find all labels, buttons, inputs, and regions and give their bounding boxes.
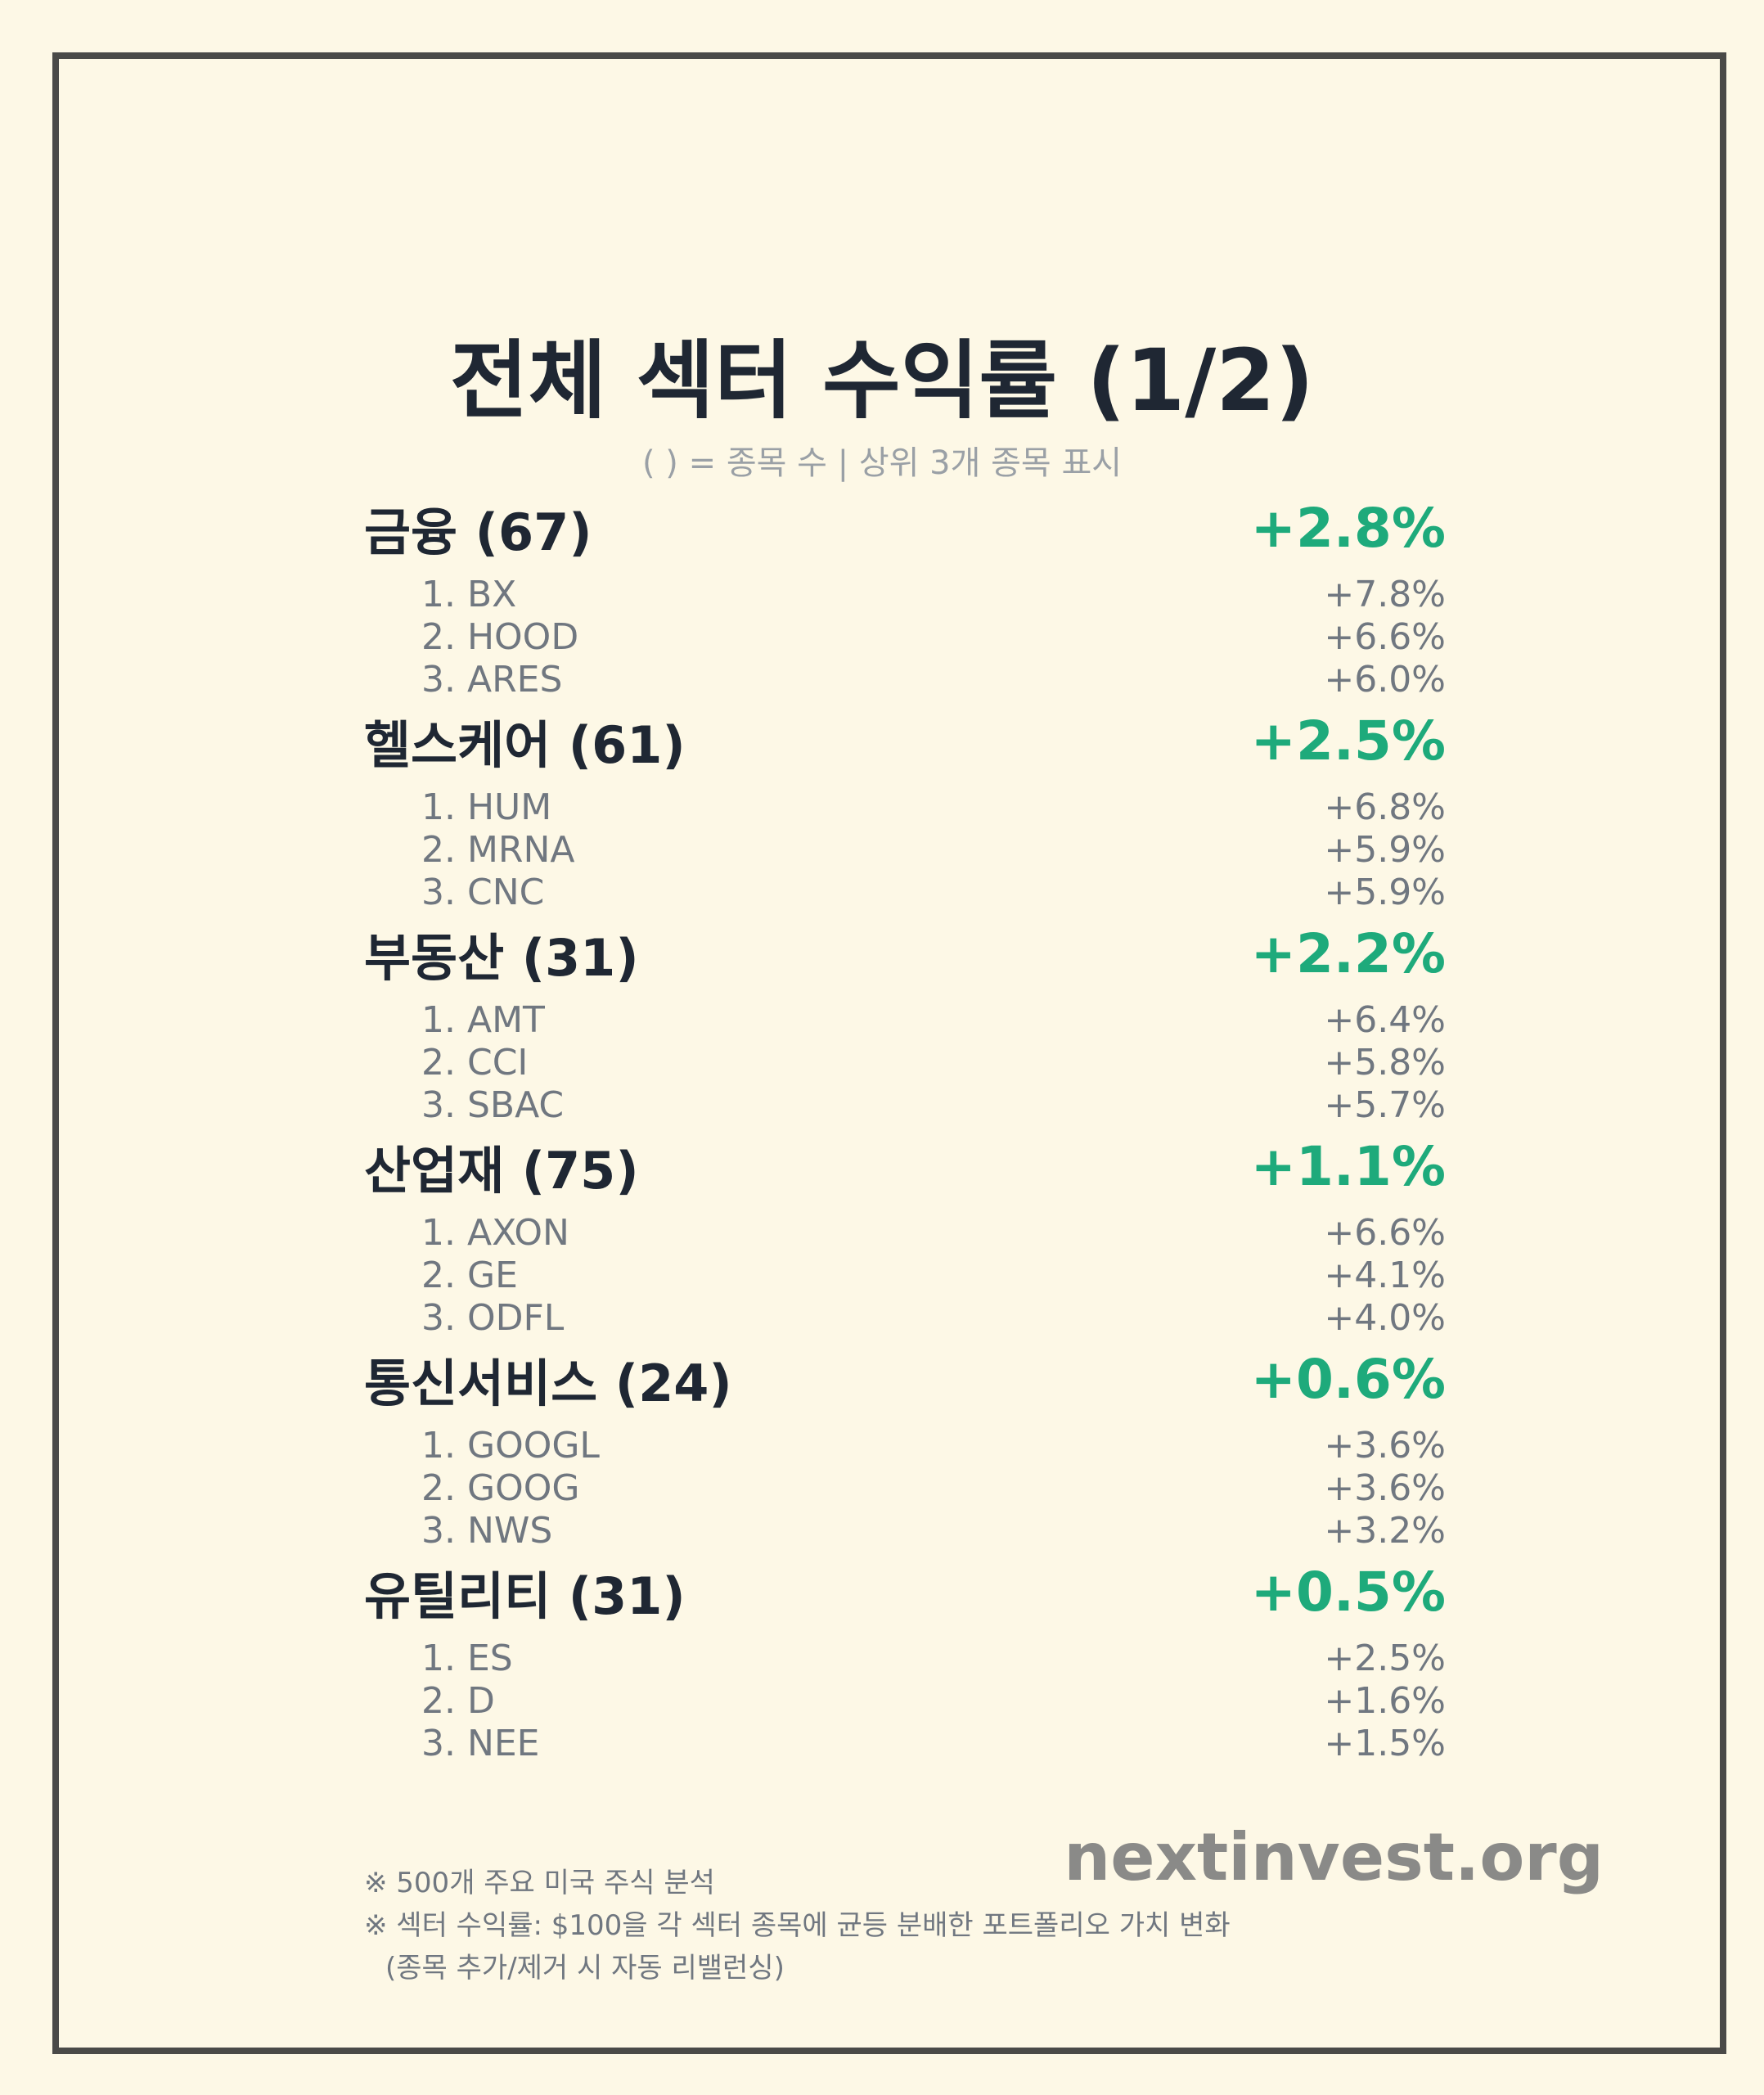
stock-row: 1. HUM +6.8%	[364, 786, 1446, 828]
stock-return: +6.6%	[1324, 1211, 1446, 1254]
page-title: 전체 섹터 수익률 (1/2)	[449, 331, 1315, 430]
sector-header: 산업재 (75) +1.1%	[364, 1121, 1446, 1211]
stock-row: 2. HOOD +6.6%	[364, 615, 1446, 658]
stock-row: 3. NWS +3.2%	[364, 1509, 1446, 1552]
stock-name: 2. D	[421, 1679, 495, 1722]
sector-header: 부동산 (31) +2.2%	[364, 908, 1446, 998]
sector-name: 헬스케어 (61)	[364, 715, 686, 775]
stock-name: 2. GE	[421, 1254, 518, 1296]
sector-return: +0.5%	[1250, 1560, 1446, 1624]
stock-name: 3. NWS	[421, 1509, 553, 1552]
stock-name: 2. MRNA	[421, 828, 575, 871]
stock-name: 1. BX	[421, 573, 517, 615]
sector-name: 산업재 (75)	[364, 1141, 639, 1201]
stock-row: 3. SBAC +5.7%	[364, 1084, 1446, 1126]
stock-row: 1. GOOGL +3.6%	[364, 1424, 1446, 1466]
stock-row: 1. AMT +6.4%	[364, 998, 1446, 1041]
stock-return: +5.9%	[1324, 828, 1446, 871]
stock-name: 2. HOOD	[421, 615, 579, 658]
sector-block: 유틸리티 (31) +0.5% 1. ES +2.5% 2. D +1.6% 3…	[364, 1547, 1446, 1764]
stock-return: +6.6%	[1324, 615, 1446, 658]
stock-return: +4.1%	[1324, 1254, 1446, 1296]
stock-row: 3. ODFL +4.0%	[364, 1296, 1446, 1339]
sector-name: 통신서비스 (24)	[364, 1354, 732, 1413]
stock-name: 1. HUM	[421, 786, 552, 828]
stock-row: 2. GOOG +3.6%	[364, 1466, 1446, 1509]
stock-return: +3.2%	[1324, 1509, 1446, 1552]
sector-name: 부동산 (31)	[364, 928, 639, 988]
stock-return: +7.8%	[1324, 573, 1446, 615]
stock-name: 2. GOOG	[421, 1466, 580, 1509]
stock-return: +5.8%	[1324, 1041, 1446, 1084]
stock-name: 3. NEE	[421, 1722, 540, 1764]
stock-name: 1. AMT	[421, 998, 545, 1041]
stock-return: +1.6%	[1324, 1679, 1446, 1722]
stock-row: 3. NEE +1.5%	[364, 1722, 1446, 1764]
sector-name: 금융 (67)	[364, 502, 592, 562]
stock-name: 3. ARES	[421, 658, 563, 701]
sector-block: 부동산 (31) +2.2% 1. AMT +6.4% 2. CCI +5.8%…	[364, 908, 1446, 1126]
stock-return: +3.6%	[1324, 1466, 1446, 1509]
sector-block: 금융 (67) +2.8% 1. BX +7.8% 2. HOOD +6.6% …	[364, 483, 1446, 701]
sector-return: +1.1%	[1250, 1134, 1446, 1198]
stock-return: +6.0%	[1324, 658, 1446, 701]
stock-name: 3. ODFL	[421, 1296, 565, 1339]
stock-return: +3.6%	[1324, 1424, 1446, 1466]
stock-row: 1. ES +2.5%	[364, 1637, 1446, 1679]
stock-return: +1.5%	[1324, 1722, 1446, 1764]
stock-name: 2. CCI	[421, 1041, 529, 1084]
sector-return: +2.8%	[1250, 496, 1446, 560]
stock-name: 1. AXON	[421, 1211, 569, 1254]
sector-header: 통신서비스 (24) +0.6%	[364, 1334, 1446, 1424]
stock-return: +4.0%	[1324, 1296, 1446, 1339]
stock-name: 1. GOOGL	[421, 1424, 600, 1466]
sector-header: 금융 (67) +2.8%	[364, 483, 1446, 573]
stock-name: 1. ES	[421, 1637, 513, 1679]
footnote-line: ※ 500개 주요 미국 주식 분석	[364, 1867, 715, 1899]
stock-return: +6.8%	[1324, 786, 1446, 828]
sector-return: +0.6%	[1250, 1347, 1446, 1411]
sector-block: 통신서비스 (24) +0.6% 1. GOOGL +3.6% 2. GOOG …	[364, 1334, 1446, 1552]
sector-block: 산업재 (75) +1.1% 1. AXON +6.6% 2. GE +4.1%…	[364, 1121, 1446, 1339]
footnote-line: (종목 추가/제거 시 자동 리밸런싱)	[385, 1952, 785, 1985]
stock-row: 3. ARES +6.0%	[364, 658, 1446, 701]
sector-block: 헬스케어 (61) +2.5% 1. HUM +6.8% 2. MRNA +5.…	[364, 696, 1446, 913]
stock-row: 1. BX +7.8%	[364, 573, 1446, 615]
stock-row: 2. MRNA +5.9%	[364, 828, 1446, 871]
sector-list: 금융 (67) +2.8% 1. BX +7.8% 2. HOOD +6.6% …	[364, 483, 1446, 1764]
stock-return: +5.7%	[1324, 1084, 1446, 1126]
stock-name: 3. CNC	[421, 871, 545, 913]
brand-watermark: nextinvest.org	[1064, 1819, 1604, 1895]
stock-row: 2. CCI +5.8%	[364, 1041, 1446, 1084]
sector-return: +2.5%	[1250, 709, 1446, 773]
stock-row: 1. AXON +6.6%	[364, 1211, 1446, 1254]
stock-row: 2. GE +4.1%	[364, 1254, 1446, 1296]
stock-return: +5.9%	[1324, 871, 1446, 913]
sector-header: 유틸리티 (31) +0.5%	[364, 1547, 1446, 1637]
stock-row: 2. D +1.6%	[364, 1679, 1446, 1722]
stock-return: +2.5%	[1324, 1637, 1446, 1679]
sector-header: 헬스케어 (61) +2.5%	[364, 696, 1446, 786]
page-subtitle: ( ) = 종목 수 | 상위 3개 종목 표시	[641, 444, 1123, 482]
footnotes: ※ 500개 주요 미국 주식 분석 ※ 섹터 수익률: $100을 각 섹터 …	[364, 1862, 1231, 1989]
stock-name: 3. SBAC	[421, 1084, 565, 1126]
sector-return: +2.2%	[1250, 921, 1446, 985]
page-frame	[52, 52, 1726, 2054]
footnote-line: ※ 섹터 수익률: $100을 각 섹터 종목에 균등 분배한 포트폴리오 가치…	[364, 1909, 1231, 1942]
stock-row: 3. CNC +5.9%	[364, 871, 1446, 913]
sector-name: 유틸리티 (31)	[364, 1566, 686, 1626]
stock-return: +6.4%	[1324, 998, 1446, 1041]
